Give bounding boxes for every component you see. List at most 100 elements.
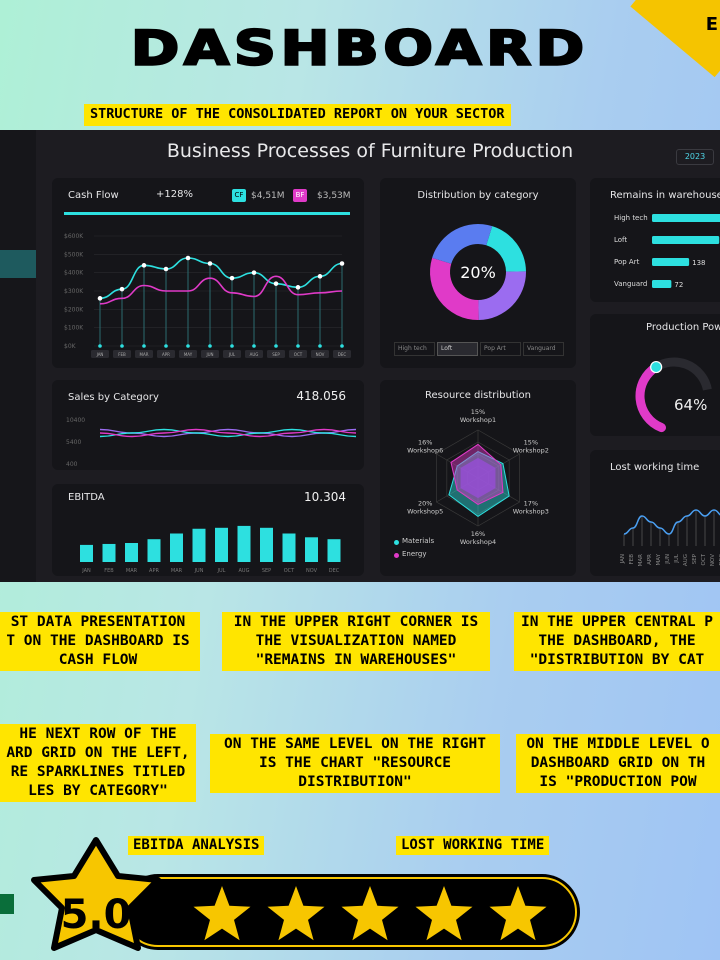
ebitda-bar xyxy=(125,543,138,562)
radar-axis-label: Workshop4 xyxy=(460,538,496,546)
data-point xyxy=(339,261,345,266)
label-ebitda-analysis: EBITDA ANALYSIS xyxy=(128,836,265,855)
radar-overlap xyxy=(460,457,496,499)
ebitda-bar xyxy=(192,528,206,562)
x-tick-label: DEC xyxy=(338,352,347,357)
month-chip xyxy=(135,350,153,358)
distribution-panel: Distribution by category 20% High tech L… xyxy=(380,178,576,368)
tab-vanguard[interactable]: Vanguard xyxy=(523,342,564,356)
x-tick-label: JAN xyxy=(81,568,91,574)
materials-legend-dot xyxy=(394,540,399,545)
lost-time-panel: Lost working time JAN FEB MAR APR MAY JUN JUL A… xyxy=(590,450,720,576)
dashboard-screenshot: Business Processes of Furniture Producti… xyxy=(0,130,720,582)
x-tick-label: JUL xyxy=(674,553,680,564)
star-icon xyxy=(489,886,547,941)
y-tick-label: $200K xyxy=(64,306,84,313)
x-tick-label: JUN xyxy=(205,352,213,357)
resource-title: Resource distribution xyxy=(424,390,532,401)
category-label: Vanguard xyxy=(614,280,647,288)
data-point xyxy=(317,274,323,279)
rating-stars xyxy=(193,886,547,941)
production-power-title: Production Pow xyxy=(646,322,720,333)
base-point xyxy=(318,344,322,348)
ebitda-panel: EBITDA 10.304 JAN FEB MAR APR MAR JUN JUL AUG SE… xyxy=(52,484,364,576)
sparkline xyxy=(99,428,357,438)
x-tick-label: APR xyxy=(162,352,170,357)
x-tick-label: OCT xyxy=(294,352,303,357)
radar-percent-label: 20% xyxy=(418,500,432,508)
x-tick-label: MAR xyxy=(638,554,644,567)
tab-loft[interactable]: Loft xyxy=(437,342,478,356)
caption-sales: HE NEXT ROW OF THE ARD GRID ON THE LEFT,… xyxy=(0,724,196,802)
radar-percent-label: 16% xyxy=(471,530,485,538)
star-icon xyxy=(341,886,399,941)
radar-percent-label: 15% xyxy=(471,408,485,416)
data-point xyxy=(295,285,301,290)
base-point xyxy=(274,344,278,348)
corner-ribbon-letter: E xyxy=(705,14,718,35)
ebitda-bar xyxy=(282,533,296,562)
sparkline xyxy=(99,428,357,438)
resource-panel: Resource distribution 15% Workshop1 15% Wor… xyxy=(380,380,576,576)
month-chip xyxy=(245,350,263,358)
ebitda-bar xyxy=(80,544,93,562)
big-star-icon xyxy=(31,837,161,951)
month-chip xyxy=(157,350,175,358)
base-point xyxy=(98,344,102,348)
tab-pop-art[interactable]: Pop Art xyxy=(480,342,521,356)
radar-axis-label: Workshop5 xyxy=(407,508,443,516)
ebitda-bar xyxy=(260,527,273,562)
month-chip xyxy=(289,350,307,358)
base-point xyxy=(230,344,234,348)
x-tick-label: NOV xyxy=(316,352,325,357)
x-tick-label: NOV xyxy=(710,554,716,566)
ebitda-value: 10.304 xyxy=(304,490,346,504)
x-tick-label: JUL xyxy=(217,568,226,574)
x-tick-label: MAY xyxy=(656,553,662,565)
x-tick-label: OCT xyxy=(284,568,295,574)
x-tick-label: NOV xyxy=(306,568,318,574)
radar-percent-label: 17% xyxy=(524,500,538,508)
radar-percent-label: 16% xyxy=(418,439,432,447)
remains-title: Remains in warehouses xyxy=(610,190,720,201)
lost-time-title: Lost working time xyxy=(610,462,700,473)
decor-corner-icon xyxy=(0,894,14,914)
x-tick-label: OCT xyxy=(701,553,707,565)
x-tick-label: JUL xyxy=(228,352,236,357)
year-selector[interactable]: 2023 xyxy=(676,149,714,165)
sidebar-selected-item[interactable] xyxy=(0,250,36,278)
category-label: Loft xyxy=(614,236,627,244)
caption-text: ON THE SAME LEVEL ON THE RIGHT IS THE CH… xyxy=(224,736,486,790)
ebitda-bar xyxy=(102,543,116,562)
x-tick-label: SEP xyxy=(262,568,271,574)
caption-text: ST DATA PRESENTATION T ON THE DASHBOARD … xyxy=(6,614,190,668)
x-tick-label: JAN xyxy=(96,352,104,357)
star-icon xyxy=(193,886,251,941)
x-tick-label: FEB xyxy=(118,352,126,357)
data-point xyxy=(251,270,257,275)
caption-resource: ON THE SAME LEVEL ON THE RIGHT IS THE CH… xyxy=(210,734,500,793)
y-tick-label: $500K xyxy=(64,251,84,258)
donut-slice xyxy=(430,257,479,320)
base-point xyxy=(142,344,146,348)
caption-remains: IN THE UPPER RIGHT CORNER IS THE VISUALI… xyxy=(222,612,490,671)
gauge-handle xyxy=(650,360,663,374)
cash-flow-title: Cash Flow xyxy=(68,190,119,201)
sales-sparklines: 10400 5400 400 xyxy=(66,417,357,468)
series-line-cf xyxy=(99,257,343,300)
x-tick-label: APR xyxy=(149,568,159,574)
donut-slice xyxy=(486,226,526,272)
production-power-panel: Production Pow 64% xyxy=(590,314,720,436)
y-tick-label: $0K xyxy=(64,343,77,350)
month-chip xyxy=(311,350,329,358)
tab-high-tech[interactable]: High tech xyxy=(394,342,435,356)
x-tick-label: AUG xyxy=(250,352,259,357)
x-tick-label: FEB xyxy=(629,554,635,565)
remains-panel: Remains in warehouses High techLoft25Pop… xyxy=(590,178,720,302)
page-title: DASHBOARD xyxy=(130,19,589,77)
cash-flow-panel: Cash Flow +128% CF $4,51M BF $3,53M $600… xyxy=(52,178,364,368)
caption-text: HE NEXT ROW OF THE ARD GRID ON THE LEFT,… xyxy=(6,726,190,799)
caption-distribution: IN THE UPPER CENTRAL P THE DASHBOARD, TH… xyxy=(514,612,720,671)
data-point xyxy=(185,255,191,261)
